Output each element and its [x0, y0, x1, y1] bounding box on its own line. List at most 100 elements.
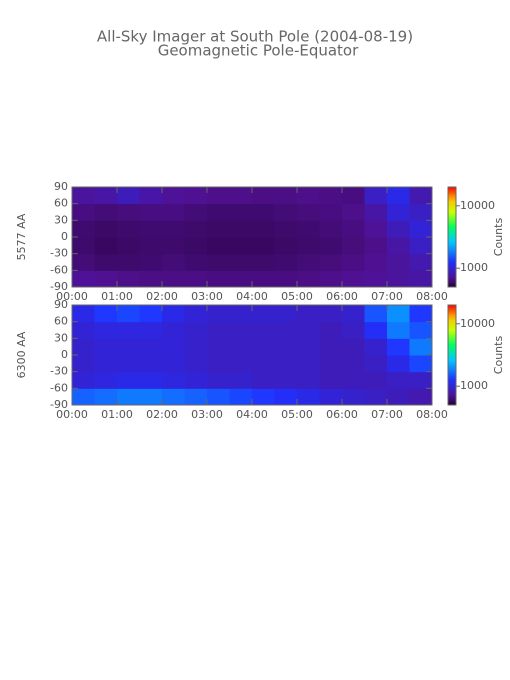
- heatmap-cell: [387, 187, 410, 205]
- heatmap-cell: [139, 253, 163, 271]
- heatmap-cell: [387, 270, 410, 288]
- heatmap-cell: [162, 371, 185, 389]
- heatmap-cell: [72, 203, 95, 221]
- heatmap-cell: [319, 270, 343, 288]
- heatmap-cell: [94, 270, 118, 288]
- heatmap-cell: [342, 203, 365, 221]
- heatmap-cell: [139, 187, 163, 205]
- heatmap-cell: [364, 220, 388, 238]
- heatmap-cell: [229, 321, 253, 339]
- heatmap-cell: [117, 203, 140, 221]
- heatmap-cell: [252, 371, 275, 389]
- heatmap-cell: [184, 321, 208, 339]
- heatmap-cell: [72, 305, 95, 323]
- colorbar-tick-label: 1000: [460, 379, 488, 392]
- y-tick-label: 0: [61, 348, 68, 361]
- chart-subtitle: Geomagnetic Pole-Equator: [158, 42, 359, 60]
- heatmap-cell: [409, 203, 433, 221]
- heatmap-cell: [117, 321, 140, 339]
- heatmap-cell: [319, 187, 343, 205]
- heatmap-cell: [297, 388, 320, 406]
- heatmap-cell: [387, 355, 410, 373]
- heatmap-cell: [297, 321, 320, 339]
- heatmap-cell: [229, 253, 253, 271]
- heatmap-cell: [207, 270, 230, 288]
- heatmap-cell: [342, 220, 365, 238]
- heatmap-cell: [72, 187, 95, 205]
- heatmap-cell: [364, 187, 388, 205]
- heatmap-cell: [162, 187, 185, 205]
- x-tick-label: 06:00: [326, 290, 358, 303]
- heatmap-cell: [229, 220, 253, 238]
- heatmap-cell: [409, 321, 433, 339]
- heatmap-cell: [252, 388, 275, 406]
- heatmap-cell: [319, 338, 343, 356]
- y-tick-label: -30: [50, 365, 68, 378]
- x-tick-label: 05:00: [281, 408, 313, 421]
- heatmap-cell: [364, 355, 388, 373]
- heatmap-cell: [229, 371, 253, 389]
- heatmap-cell: [229, 203, 253, 221]
- x-tick-label: 03:00: [191, 408, 223, 421]
- heatmap-cell: [162, 305, 185, 323]
- heatmap-cell: [252, 305, 275, 323]
- heatmap-cell: [117, 371, 140, 389]
- heatmap-cell: [229, 237, 253, 255]
- heatmap-cell: [72, 237, 95, 255]
- heatmap-cell: [94, 253, 118, 271]
- heatmap-cell: [342, 355, 365, 373]
- heatmap-cell: [297, 253, 320, 271]
- heatmap-cell: [274, 237, 298, 255]
- colorbar-tick-label: 10000: [460, 199, 495, 212]
- heatmap-cell: [364, 371, 388, 389]
- x-tick-label: 05:00: [281, 290, 313, 303]
- x-tick-label: 00:00: [56, 290, 88, 303]
- heatmap-cell: [72, 355, 95, 373]
- heatmap-cell: [139, 321, 163, 339]
- heatmap-cell: [409, 253, 433, 271]
- colorbar-label: Counts: [492, 218, 505, 257]
- heatmap-cell: [342, 371, 365, 389]
- heatmap-cell: [387, 237, 410, 255]
- heatmap-cell: [162, 321, 185, 339]
- heatmap-cell: [72, 253, 95, 271]
- colorbar-tick-label: 1000: [460, 261, 488, 274]
- y-tick-label: 90: [54, 298, 68, 311]
- colorbar-tick-label: 10000: [460, 317, 495, 330]
- heatmap-cell: [207, 253, 230, 271]
- heatmap-cell: [342, 237, 365, 255]
- heatmap-cell: [139, 220, 163, 238]
- heatmap-cell: [229, 388, 253, 406]
- heatmap-cell: [252, 203, 275, 221]
- heatmap-cell: [387, 388, 410, 406]
- heatmap-cell: [319, 253, 343, 271]
- heatmap-cell: [387, 253, 410, 271]
- y-tick-label: -60: [50, 263, 68, 276]
- heatmap-cell: [184, 388, 208, 406]
- heatmap-cell: [139, 203, 163, 221]
- heatmap-cell: [72, 321, 95, 339]
- heatmap-cell: [319, 203, 343, 221]
- heatmap-cell: [364, 321, 388, 339]
- heatmap-cell: [409, 338, 433, 356]
- heatmap-cell: [207, 187, 230, 205]
- heatmap-cell: [274, 388, 298, 406]
- heatmap-cell: [274, 305, 298, 323]
- heatmap-cell: [94, 355, 118, 373]
- heatmap-cell: [364, 253, 388, 271]
- heatmap-cell: [94, 305, 118, 323]
- heatmap-cell: [139, 338, 163, 356]
- heatmap-cell: [229, 355, 253, 373]
- heatmap-cell: [387, 220, 410, 238]
- heatmap-cell: [319, 388, 343, 406]
- y-axis-label: 5577 AA: [15, 213, 28, 260]
- heatmap-cell: [364, 237, 388, 255]
- colorbar: [447, 186, 457, 288]
- y-tick-label: 30: [54, 331, 68, 344]
- heatmap-cell: [162, 270, 185, 288]
- heatmap-cell: [409, 305, 433, 323]
- heatmap-cell: [252, 338, 275, 356]
- heatmap-cell: [184, 253, 208, 271]
- heatmap-cell: [364, 338, 388, 356]
- heatmap-cell: [94, 371, 118, 389]
